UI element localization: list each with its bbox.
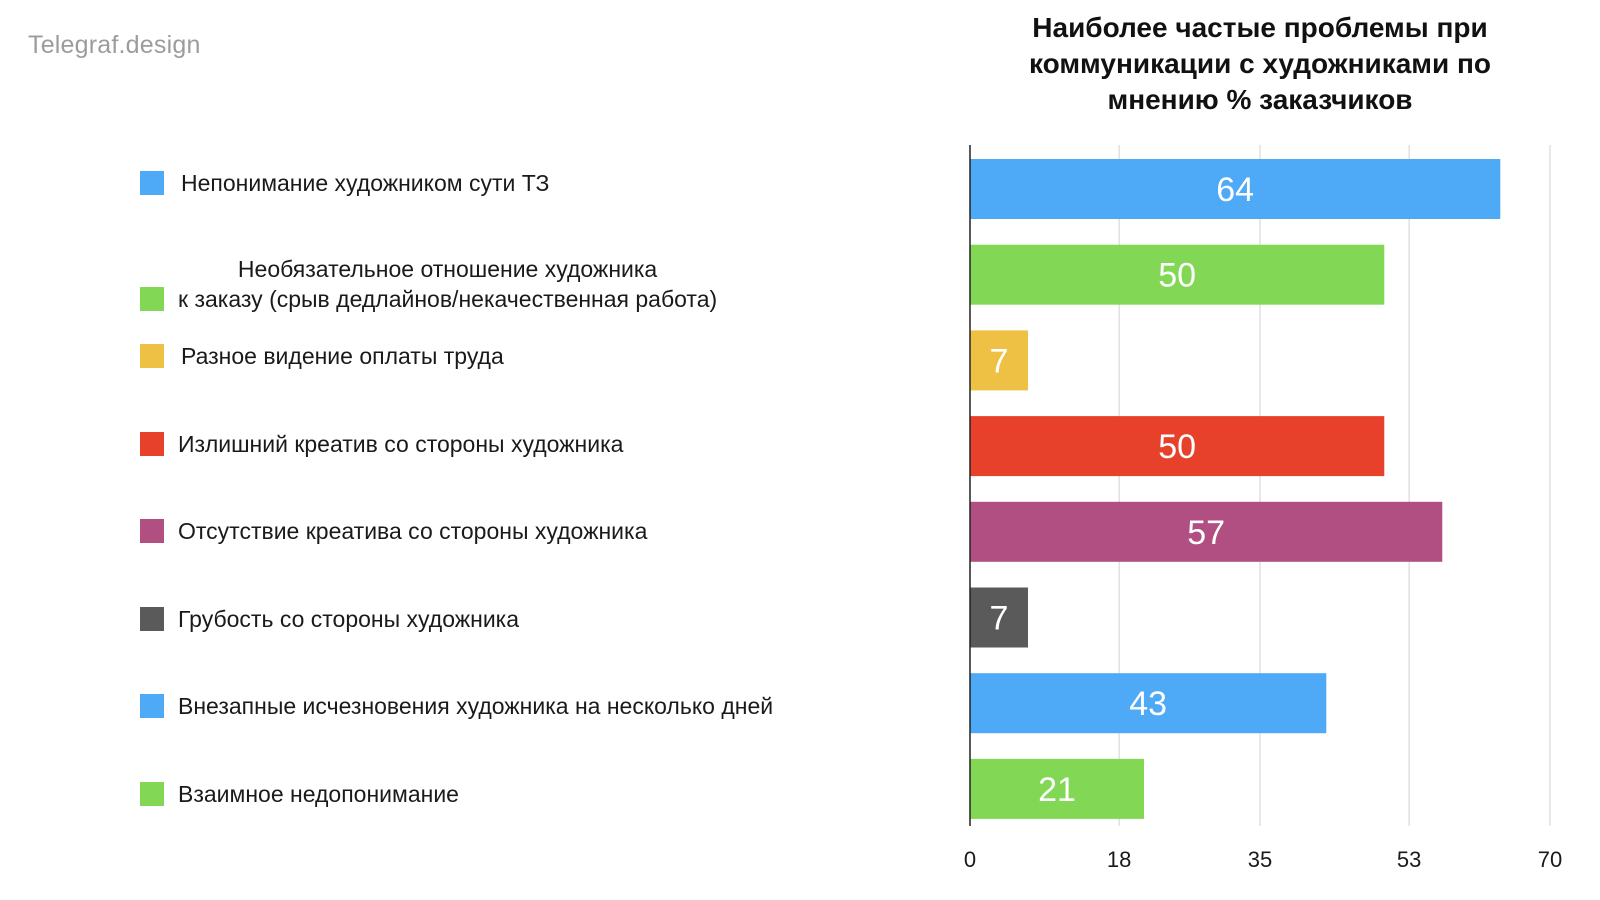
- legend-item: Необязательное отношение художника к зак…: [140, 254, 717, 314]
- bar: [970, 330, 1028, 391]
- legend-item: Взаимное недопонимание: [140, 779, 459, 809]
- bar: [970, 244, 1385, 305]
- data-label: 21: [1038, 771, 1076, 809]
- chart-title: Наиболее частые проблемы при коммуникаци…: [980, 10, 1540, 118]
- bar: [970, 758, 1144, 819]
- chart-title-line: Наиболее частые проблемы при: [1032, 12, 1488, 43]
- legend-swatch: [140, 782, 164, 806]
- x-tick-label: 18: [1107, 847, 1131, 872]
- bar: [970, 587, 1028, 648]
- bar: [970, 159, 1501, 219]
- legend-label: Излишний креатив со стороны художника: [178, 431, 624, 457]
- x-tick-label: 0: [964, 847, 976, 872]
- data-label: 57: [1187, 514, 1225, 552]
- chart-legend: Непонимание художником сути ТЗ Необязате…: [140, 168, 773, 809]
- data-label: 7: [990, 600, 1009, 638]
- legend-swatch: [140, 519, 164, 543]
- data-label: 50: [1158, 257, 1196, 295]
- bar: [970, 501, 1443, 562]
- x-tick-label: 70: [1538, 847, 1562, 872]
- legend-label: Отсутствие креатива со стороны художника: [178, 518, 648, 544]
- data-label: 43: [1129, 685, 1167, 723]
- bar: [970, 416, 1385, 477]
- legend-item: Излишний креатив со стороны художника: [140, 429, 623, 459]
- legend-label: Разное видение оплаты труда: [181, 343, 504, 369]
- legend-swatch: [140, 432, 164, 456]
- data-label: 50: [1158, 428, 1196, 466]
- legend-item: Внезапные исчезновения художника на неск…: [140, 691, 773, 721]
- x-tick-label: 53: [1397, 847, 1421, 872]
- legend-item: Грубость со стороны художника: [140, 604, 519, 634]
- bar: [970, 673, 1327, 734]
- legend-swatch: [140, 607, 164, 631]
- watermark: Telegraf.design: [28, 31, 201, 59]
- legend-swatch: [140, 344, 164, 368]
- legend-swatch: [140, 287, 164, 311]
- legend-label: Взаимное недопонимание: [178, 781, 459, 807]
- legend-label: Непонимание художником сути ТЗ: [181, 170, 550, 196]
- legend-item: Отсутствие креатива со стороны художника: [140, 516, 647, 546]
- legend-swatch: [140, 694, 164, 718]
- data-label: 64: [1216, 171, 1254, 209]
- chart-title-line: мнению % заказчиков: [1107, 84, 1413, 115]
- legend-swatch: [140, 171, 164, 195]
- chart-title-line: коммуникации с художниками по: [1028, 48, 1492, 79]
- legend-item: Разное видение оплаты труда: [140, 341, 504, 371]
- data-label: 7: [990, 342, 1009, 380]
- legend-item: Непонимание художником сути ТЗ: [140, 168, 549, 198]
- x-tick-label: 35: [1248, 847, 1272, 872]
- legend-label: Грубость со стороны художника: [178, 606, 520, 632]
- legend-label: Необязательное отношение художника к зак…: [178, 256, 718, 312]
- legend-label: Внезапные исчезновения художника на неск…: [178, 693, 774, 719]
